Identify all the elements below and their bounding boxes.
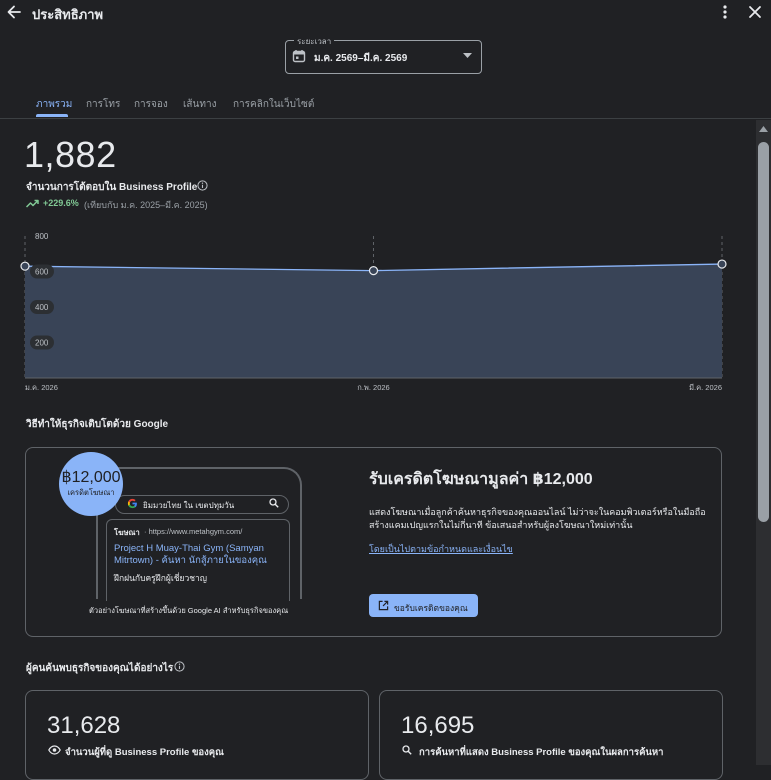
info-icon[interactable] bbox=[174, 661, 185, 672]
period-select[interactable] bbox=[285, 40, 482, 74]
chart-area bbox=[25, 264, 722, 378]
close-icon[interactable] bbox=[746, 3, 764, 21]
ad-credit-amount: ฿12,000 bbox=[61, 469, 121, 486]
ad-credit-badge bbox=[59, 452, 123, 516]
discover-section-title: ผู้คนค้นพบธุรกิจของคุณได้อย่างไร bbox=[26, 663, 174, 674]
tab-website-clicks[interactable]: การคลิกในเว็บไซต์ bbox=[233, 99, 315, 110]
chart-y-tick-label: 800 bbox=[35, 232, 49, 241]
period-select-label: ระยะเวลา bbox=[294, 35, 335, 48]
info-icon[interactable] bbox=[197, 180, 208, 191]
back-arrow-icon[interactable] bbox=[4, 2, 24, 22]
ad-example-caption: ตัวอย่างโฆษณาที่สร้างขึ้นด้วย Google AI … bbox=[89, 606, 289, 615]
open-in-new-icon bbox=[378, 600, 389, 611]
chart-y-tick-bg bbox=[30, 264, 54, 279]
trend-comparison-period: (เทียบกับ ม.ค. 2025–มี.ค. 2025) bbox=[84, 200, 208, 210]
interactions-count: 1,882 bbox=[24, 134, 117, 175]
profile-views-label: จำนวนผู้ที่ดู Business Profile ของคุณ bbox=[65, 747, 224, 758]
mock-search-query: ยิมมวยไทย ใน เขตปทุมวัน bbox=[143, 501, 235, 510]
grow-section-title: วิธีทำให้ธุรกิจเติบโตด้วย Google bbox=[26, 419, 169, 430]
more-vert-icon[interactable] bbox=[716, 3, 734, 21]
chart-x-tick-label: ม.ค. 2026 bbox=[25, 383, 58, 392]
claim-credit-button[interactable] bbox=[369, 594, 478, 617]
ad-credit-badge-label: เครดิตโฆษณา bbox=[67, 488, 115, 497]
ad-description: ฝึกฝนกับครูฝึกผู้เชี่ยวชาญ bbox=[114, 573, 208, 583]
tab-directions[interactable]: เส้นทาง bbox=[183, 99, 217, 110]
ad-tag: โฆษณา bbox=[114, 528, 140, 537]
scroll-up-arrow-icon[interactable] bbox=[759, 126, 768, 132]
google-g-icon bbox=[127, 498, 137, 509]
calendar-icon bbox=[292, 50, 306, 63]
top-bar bbox=[0, 0, 771, 24]
chart-y-tick-label: 400 bbox=[35, 303, 49, 312]
search-appearances-label: การค้นหาที่แสดง Business Profile ของคุณใ… bbox=[419, 747, 664, 758]
trending-up-icon bbox=[26, 199, 39, 208]
terms-link[interactable]: โดยเป็นไปตามข้อกำหนดและเงื่อนไข bbox=[369, 544, 513, 554]
interactions-label: จำนวนการโต้ตอบใน Business Profile bbox=[26, 182, 198, 193]
mock-ad-result bbox=[106, 519, 290, 601]
chart-y-tick-label: 600 bbox=[35, 268, 49, 277]
interactions-area-chart: 800 600 400 200 ม.ค. 2026 ก.พ. 2026 มี.ค. 2026 bbox=[20, 232, 727, 392]
chart-point bbox=[20, 261, 30, 271]
claim-credit-button-label: ขอรับเครดิตของคุณ bbox=[394, 603, 468, 613]
active-tab-indicator bbox=[36, 114, 68, 117]
phone-mockup bbox=[96, 467, 302, 599]
dropdown-arrow-icon bbox=[463, 53, 472, 58]
chart-y-tick-bg bbox=[30, 300, 54, 314]
ad-url: · https://www.metahgym.com/ bbox=[144, 527, 243, 536]
tab-bookings[interactable]: การจอง bbox=[134, 99, 168, 110]
ad-credit-promo-card bbox=[25, 447, 722, 637]
scrollbar-thumb[interactable] bbox=[758, 142, 769, 522]
eye-icon bbox=[48, 745, 61, 755]
chart-y-tick-bg bbox=[30, 335, 54, 350]
chart-y-tick-label: 200 bbox=[35, 339, 49, 348]
promo-title: รับเครดิตโฆษณามูลค่า ฿12,000 bbox=[369, 471, 593, 488]
chart-x-tick-label: มี.ค. 2026 bbox=[689, 383, 722, 392]
search-appearances-count: 16,695 bbox=[401, 712, 475, 739]
page-title: ประสิทธิภาพ bbox=[32, 7, 104, 22]
trend-percentage: +229.6% bbox=[43, 198, 79, 208]
ad-title: Project H Muay-Thai Gym (Samyan Mitrtown… bbox=[114, 543, 267, 566]
chart-x-tick-label: ก.พ. 2026 bbox=[357, 383, 389, 392]
search-icon bbox=[402, 745, 412, 755]
tabs-divider bbox=[0, 118, 771, 119]
tab-overview[interactable]: ภาพรวม bbox=[36, 99, 73, 110]
tab-calls[interactable]: การโทร bbox=[86, 99, 121, 110]
promo-description: แสดงโฆษณาเมื่อลูกค้าค้นหาธุรกิจของคุณออน… bbox=[369, 507, 706, 530]
period-select-value: ม.ค. 2569–มี.ค. 2569 bbox=[314, 53, 408, 64]
chart-point bbox=[368, 266, 379, 276]
search-icon bbox=[269, 498, 279, 508]
profile-views-count: 31,628 bbox=[47, 712, 121, 739]
chart-point bbox=[717, 259, 727, 269]
